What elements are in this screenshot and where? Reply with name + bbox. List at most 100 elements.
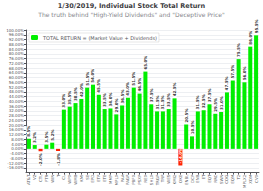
svg-text:34.0%: 34.0% xyxy=(108,93,113,107)
svg-text:SHLX: SHLX xyxy=(149,174,154,185)
svg-text:MPLX: MPLX xyxy=(114,174,119,185)
svg-text:VZ: VZ xyxy=(32,174,37,180)
svg-text:31.0%: 31.0% xyxy=(219,96,224,110)
svg-text:PAGP: PAGP xyxy=(125,174,130,185)
svg-text:EQT: EQT xyxy=(207,174,212,183)
svg-text:XOM: XOM xyxy=(248,174,253,184)
svg-text:37.5%: 37.5% xyxy=(207,88,212,102)
svg-text:51.5%: 51.5% xyxy=(85,72,90,86)
svg-text:3.2%: 3.2% xyxy=(32,132,37,143)
svg-text:-14.0%: -14.0% xyxy=(178,148,183,164)
svg-text:32.00%: 32.00% xyxy=(9,108,24,113)
svg-text:31.5%: 31.5% xyxy=(155,96,160,110)
svg-text:36.5%: 36.5% xyxy=(120,90,125,104)
svg-text:29.5%: 29.5% xyxy=(213,98,218,112)
svg-text:47.5%: 47.5% xyxy=(224,77,229,91)
svg-text:8.00%: 8.00% xyxy=(11,137,24,142)
svg-text:31.5%: 31.5% xyxy=(195,96,200,110)
svg-text:-4.00%: -4.00% xyxy=(10,151,24,156)
svg-text:38.5%: 38.5% xyxy=(73,87,78,101)
svg-text:EQM: EQM xyxy=(230,174,235,184)
svg-text:TRGP: TRGP xyxy=(155,174,160,186)
svg-text:29.0%: 29.0% xyxy=(114,98,119,112)
svg-text:REX: REX xyxy=(143,174,148,182)
svg-text:KMI: KMI xyxy=(79,175,84,182)
svg-text:28.00%: 28.00% xyxy=(9,113,24,118)
svg-text:48.00%: 48.00% xyxy=(9,89,24,94)
svg-text:68.00%: 68.00% xyxy=(9,66,24,71)
svg-text:ENB: ENB xyxy=(195,174,200,183)
svg-text:ETP: ETP xyxy=(96,174,101,182)
svg-text:SE: SE xyxy=(85,174,90,180)
svg-text:43.0%: 43.0% xyxy=(125,82,130,96)
svg-text:12.00%: 12.00% xyxy=(9,132,24,137)
svg-text:WES: WES xyxy=(166,174,171,183)
svg-text:PAA: PAA xyxy=(120,174,125,182)
svg-text:75.5%: 75.5% xyxy=(236,43,241,57)
svg-text:WIN: WIN xyxy=(50,175,55,183)
svg-text:42.5%: 42.5% xyxy=(172,82,177,96)
svg-text:CVX: CVX xyxy=(254,174,259,183)
svg-text:92.00%: 92.00% xyxy=(9,37,24,42)
svg-text:CTL: CTL xyxy=(38,174,43,182)
svg-text:100.00%: 100.00% xyxy=(6,28,24,33)
svg-text:ENBL: ENBL xyxy=(184,174,189,185)
svg-text:ET: ET xyxy=(201,174,206,180)
svg-text:-16.00%: -16.00% xyxy=(7,165,24,170)
svg-text:CL: CL xyxy=(61,174,66,180)
svg-text:54.0%: 54.0% xyxy=(90,69,95,83)
svg-text:60.00%: 60.00% xyxy=(9,75,24,80)
svg-text:33.5%: 33.5% xyxy=(102,93,107,107)
svg-text:96.00%: 96.00% xyxy=(9,32,24,37)
svg-text:57.5%: 57.5% xyxy=(230,65,235,79)
svg-text:33.0%: 33.0% xyxy=(61,94,66,108)
svg-text:42.0%: 42.0% xyxy=(79,83,84,97)
svg-text:MMP: MMP xyxy=(108,174,113,184)
svg-text:86.0%: 86.0% xyxy=(248,31,253,45)
svg-text:COG: COG xyxy=(224,175,229,184)
svg-text:4.00%: 4.00% xyxy=(11,142,24,147)
svg-text:33.5%: 33.5% xyxy=(166,93,171,107)
svg-text:-8.00%: -8.00% xyxy=(10,156,24,161)
svg-text:The truth behind "High-Yield D: The truth behind "High-Yield Dividends" … xyxy=(37,11,225,19)
svg-text:KMI2: KMI2 xyxy=(172,174,177,184)
svg-text:3.5%: 3.5% xyxy=(44,132,49,143)
svg-text:PBFX: PBFX xyxy=(131,174,136,184)
svg-text:20.5%: 20.5% xyxy=(184,109,189,123)
svg-text:45.5%: 45.5% xyxy=(96,79,101,93)
svg-text:16.00%: 16.00% xyxy=(9,127,24,132)
svg-text:31.5%: 31.5% xyxy=(160,96,165,110)
svg-text:51.5%: 51.5% xyxy=(131,72,136,86)
svg-text:MPLX2: MPLX2 xyxy=(242,174,247,188)
svg-text:EPD: EPD xyxy=(90,175,95,183)
svg-text:1/30/2019, Individual Stock To: 1/30/2019, Individual Stock Total Return xyxy=(58,2,206,10)
svg-text:TRP: TRP xyxy=(160,174,165,183)
svg-text:56.0%: 56.0% xyxy=(242,66,247,80)
svg-text:40.00%: 40.00% xyxy=(9,99,24,104)
svg-text:65.0%: 65.0% xyxy=(143,56,148,70)
svg-text:TOTAL RETURN = (Market Value +: TOTAL RETURN = (Market Value + Dividends… xyxy=(42,35,157,41)
svg-text:80.00%: 80.00% xyxy=(9,51,24,56)
svg-text:-1.8%: -1.8% xyxy=(56,153,61,166)
svg-text:8.5%: 8.5% xyxy=(26,126,31,137)
svg-text:5.2%: 5.2% xyxy=(50,130,55,141)
svg-text:SWN: SWN xyxy=(219,175,224,185)
svg-text:RRC: RRC xyxy=(213,174,218,182)
svg-text:72.00%: 72.00% xyxy=(9,61,24,66)
svg-text:88.00%: 88.00% xyxy=(9,42,24,47)
svg-text:56.00%: 56.00% xyxy=(9,80,24,85)
svg-text:20.00%: 20.00% xyxy=(9,123,24,128)
svg-text:64.00%: 64.00% xyxy=(9,70,24,75)
svg-text:95.5%: 95.5% xyxy=(254,19,259,33)
svg-text:24.00%: 24.00% xyxy=(9,118,24,123)
svg-text:84.00%: 84.00% xyxy=(9,47,24,52)
svg-text:AT&T: AT&T xyxy=(26,174,31,185)
svg-text:-2.0%: -2.0% xyxy=(38,153,43,166)
svg-text:DCP: DCP xyxy=(190,174,195,183)
svg-text:36.00%: 36.00% xyxy=(9,104,24,109)
svg-text:T: T xyxy=(56,174,61,178)
svg-text:WPX: WPX xyxy=(67,174,72,183)
svg-text:PSXP: PSXP xyxy=(137,174,142,185)
svg-text:52.00%: 52.00% xyxy=(9,85,24,90)
svg-text:WMB: WMB xyxy=(73,174,78,184)
